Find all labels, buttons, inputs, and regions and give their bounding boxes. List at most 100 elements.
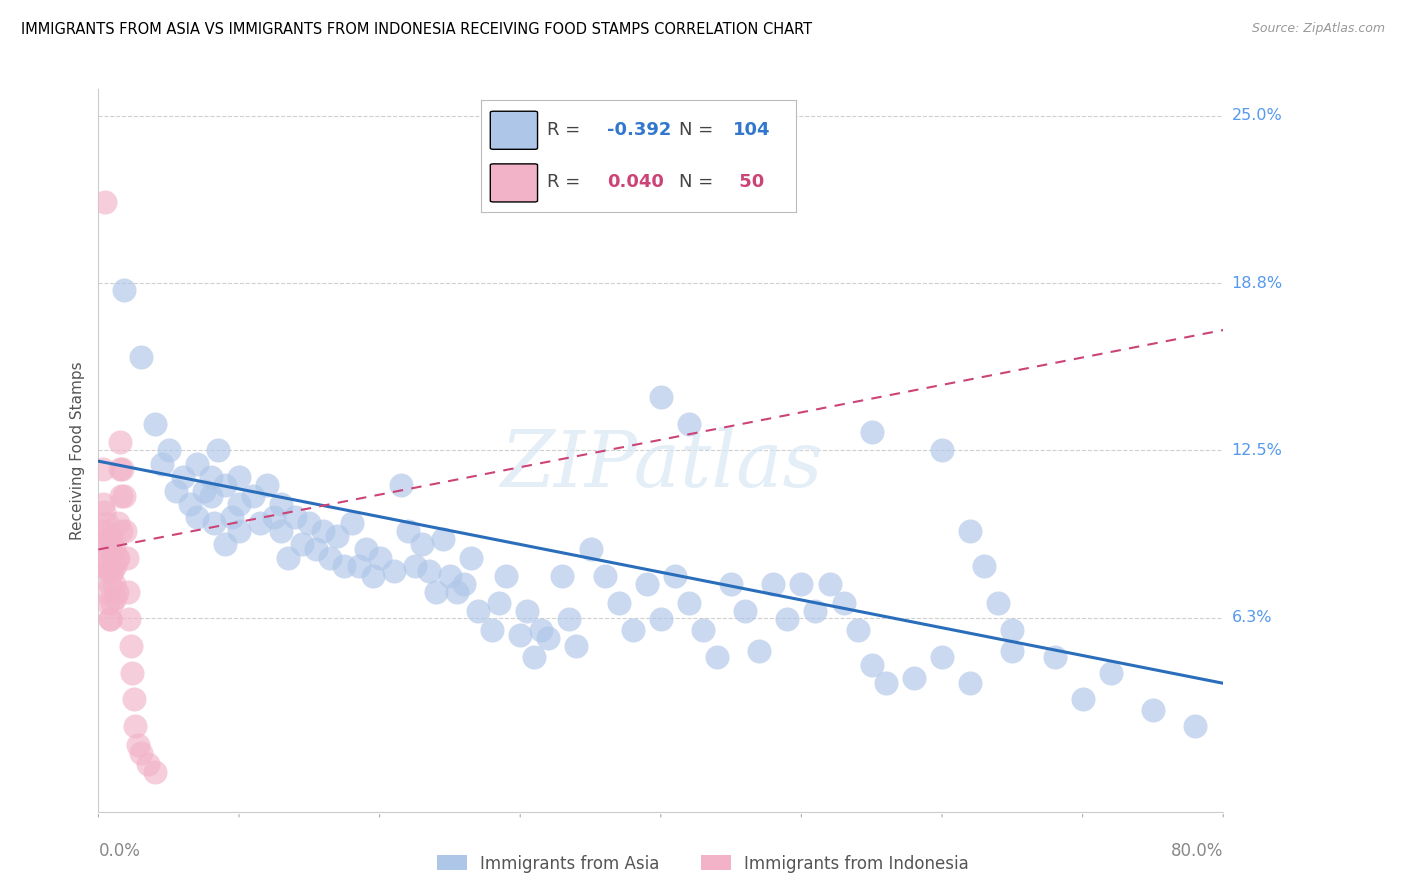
Text: 80.0%: 80.0% xyxy=(1171,842,1223,860)
Point xyxy=(104,591,127,605)
Point xyxy=(214,537,236,551)
Point xyxy=(636,577,658,591)
Point xyxy=(97,532,120,546)
Point xyxy=(186,457,208,471)
Point xyxy=(98,612,121,626)
Point xyxy=(96,516,118,530)
Point xyxy=(107,516,129,530)
Point xyxy=(790,577,813,591)
Point xyxy=(105,550,128,565)
Point xyxy=(439,569,461,583)
Point xyxy=(129,746,152,760)
Point xyxy=(202,516,225,530)
Text: 0.0%: 0.0% xyxy=(98,842,141,860)
Text: 12.5%: 12.5% xyxy=(1232,443,1282,458)
Point xyxy=(692,623,714,637)
Point xyxy=(122,692,145,706)
Point xyxy=(143,417,166,431)
Point xyxy=(678,596,700,610)
Point xyxy=(136,756,159,771)
Point xyxy=(776,612,799,626)
Point xyxy=(537,631,560,645)
Point xyxy=(121,665,143,680)
Point xyxy=(340,516,363,530)
Text: Source: ZipAtlas.com: Source: ZipAtlas.com xyxy=(1251,22,1385,36)
Point xyxy=(91,462,114,476)
Point xyxy=(959,676,981,690)
Legend: Immigrants from Asia, Immigrants from Indonesia: Immigrants from Asia, Immigrants from In… xyxy=(430,848,976,880)
Point xyxy=(860,657,883,672)
Point xyxy=(165,483,187,498)
Point xyxy=(143,764,166,779)
Point xyxy=(579,542,602,557)
Point xyxy=(101,564,124,578)
Point xyxy=(115,550,138,565)
Point xyxy=(114,524,136,538)
Point xyxy=(100,532,122,546)
Point xyxy=(90,558,112,573)
Point xyxy=(846,623,869,637)
Point xyxy=(354,542,377,557)
Point xyxy=(107,550,129,565)
Point xyxy=(284,510,307,524)
Point xyxy=(832,596,855,610)
Point xyxy=(446,585,468,599)
Point xyxy=(931,649,953,664)
Point xyxy=(129,350,152,364)
Text: IMMIGRANTS FROM ASIA VS IMMIGRANTS FROM INDONESIA RECEIVING FOOD STAMPS CORRELAT: IMMIGRANTS FROM ASIA VS IMMIGRANTS FROM … xyxy=(21,22,813,37)
Point xyxy=(488,596,510,610)
Point xyxy=(97,596,120,610)
Point xyxy=(706,649,728,664)
Text: 25.0%: 25.0% xyxy=(1232,109,1282,123)
Point xyxy=(1043,649,1066,664)
Point xyxy=(270,497,292,511)
Point xyxy=(432,532,454,546)
Point xyxy=(150,457,173,471)
Point xyxy=(94,585,117,599)
Point xyxy=(98,612,121,626)
Point xyxy=(97,564,120,578)
Point xyxy=(959,524,981,538)
Point xyxy=(860,425,883,439)
Point xyxy=(112,489,135,503)
Point xyxy=(263,510,285,524)
Point xyxy=(193,483,215,498)
Point xyxy=(112,283,135,297)
Point xyxy=(94,558,117,573)
Point xyxy=(94,524,117,538)
Point xyxy=(90,524,112,538)
Point xyxy=(326,529,349,543)
Point xyxy=(720,577,742,591)
Point xyxy=(460,550,482,565)
Point xyxy=(319,550,342,565)
Point xyxy=(818,577,841,591)
Point xyxy=(98,577,121,591)
Point xyxy=(762,577,785,591)
Point xyxy=(425,585,447,599)
Point xyxy=(1184,719,1206,733)
Point xyxy=(108,462,131,476)
Point xyxy=(650,390,672,404)
Point xyxy=(347,558,370,573)
Point xyxy=(98,542,121,557)
Point xyxy=(117,585,139,599)
Point xyxy=(110,524,132,538)
Point xyxy=(530,623,553,637)
Point xyxy=(973,558,995,573)
Point xyxy=(1142,703,1164,717)
Point xyxy=(172,470,194,484)
Point xyxy=(228,470,250,484)
Point xyxy=(664,569,686,583)
Point xyxy=(903,671,925,685)
Point xyxy=(242,489,264,503)
Point xyxy=(411,537,433,551)
Point xyxy=(214,478,236,492)
Point xyxy=(558,612,581,626)
Point xyxy=(804,604,827,618)
Point xyxy=(389,478,412,492)
Text: 6.3%: 6.3% xyxy=(1232,610,1272,625)
Point xyxy=(333,558,356,573)
Point xyxy=(678,417,700,431)
Point xyxy=(621,623,644,637)
Point xyxy=(1099,665,1122,680)
